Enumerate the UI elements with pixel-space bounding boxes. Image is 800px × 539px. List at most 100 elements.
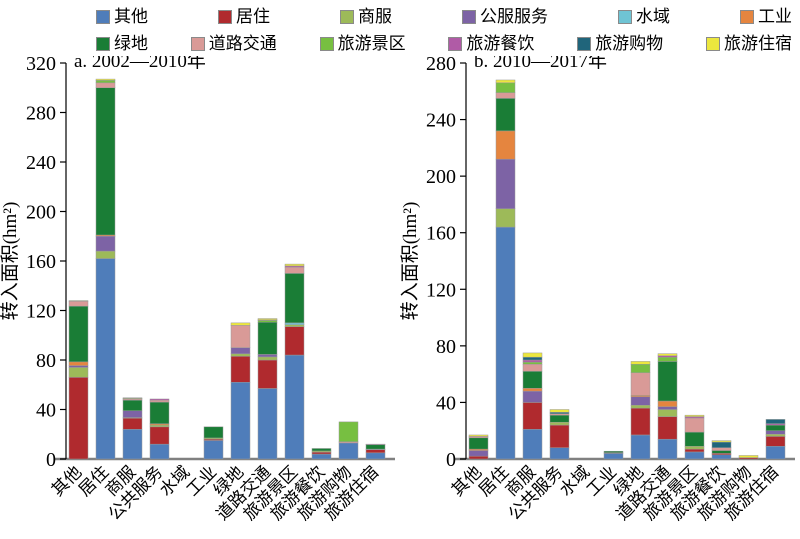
y-tick-label: 40 — [436, 392, 456, 414]
legend-item-旅游景区: 旅游景区 — [319, 34, 406, 53]
bar-segment-绿地-公服服务 — [630, 396, 651, 406]
bar-segment-道路交通-绿地 — [257, 322, 278, 355]
bar-segment-绿地-居住 — [230, 356, 251, 383]
bar-segment-工业-绿地 — [603, 450, 624, 453]
legend-label: 其他 — [114, 7, 148, 26]
panel-title: a. 2002—2010年 — [74, 56, 206, 72]
bar-segment-旅游景区-水域 — [284, 322, 305, 325]
bar-segment-商服-绿地 — [522, 371, 543, 389]
y-tick-label: 80 — [36, 350, 56, 372]
bar-segment-商服-旅游住宿 — [522, 352, 543, 358]
legend-swatch-icon — [705, 36, 720, 51]
bar-segment-其他-工业 — [68, 361, 89, 366]
bar-segment-公共服务-绿地 — [149, 401, 170, 424]
bar-segment-绿地-其他 — [230, 382, 251, 460]
bar-segment-旅游住宿-居住 — [365, 449, 386, 454]
charts-container: 0 40 80 120 160 200 240 280 320 a. 2002—2010年 转入面积… — [0, 50, 800, 534]
y-tick-label: 320 — [26, 56, 56, 75]
bar-segment-公共服务-道路交通 — [149, 399, 170, 403]
bar-segment-旅游住宿-旅游餐饮 — [365, 443, 386, 446]
chart-svg-a: 0 40 80 120 160 200 240 280 320 a. 2002—2010年转入面积… — [0, 50, 395, 524]
legend-item-旅游住宿: 旅游住宿 — [705, 34, 792, 53]
bar-segment-绿地-旅游住宿 — [230, 322, 251, 326]
bar-segment-绿地-旅游住宿 — [630, 361, 651, 365]
legend-swatch-icon — [448, 36, 463, 51]
bar-segment-其他-绿地 — [68, 305, 89, 363]
bar-segment-公共服务-居住 — [149, 426, 170, 445]
bar-segment-道路交通-商服 — [657, 409, 678, 417]
legend-label: 旅游住宿 — [723, 34, 792, 53]
bar-segment-旅游景区-绿地 — [684, 431, 705, 447]
y-tick-label: 80 — [436, 336, 456, 358]
bar-segment-绿地-旅游景区 — [630, 363, 651, 373]
bar-segment-居住-商服 — [95, 250, 116, 259]
legend-swatch-icon — [96, 9, 110, 24]
bar-segment-居住-其他 — [495, 226, 516, 460]
bar-segment-商服-居住 — [522, 402, 543, 430]
legend-item-商服: 商服 — [340, 8, 392, 25]
bar-segment-道路交通-绿地 — [657, 361, 678, 402]
bar-segment-其他-居住 — [468, 455, 489, 460]
legend-label: 旅游景区 — [337, 34, 406, 53]
bar-segment-商服-旅游住宿 — [122, 397, 143, 399]
y-tick-label: 200 — [26, 202, 56, 224]
bar-segment-公共服务-其他 — [149, 443, 170, 460]
legend-row-1: 其他 居住 商服 公服服务 水域 工业 — [96, 3, 792, 30]
bar-segment-公共服务-商服 — [549, 421, 570, 426]
bar-segment-公共服务-旅游住宿 — [549, 409, 570, 413]
bar-segment-居住-道路交通 — [95, 82, 116, 88]
bar-segment-道路交通-其他 — [257, 388, 278, 460]
panel-title: b. 2010—2017年 — [474, 56, 607, 72]
bar-segment-道路交通-旅游住宿 — [257, 318, 278, 321]
bar-segment-旅游餐饮-道路交通 — [711, 447, 732, 451]
bar-segment-道路交通-居住 — [257, 359, 278, 389]
bar-segment-绿地-道路交通 — [630, 372, 651, 396]
bar-segment-旅游购物-旅游景区 — [338, 421, 359, 442]
bar-segment-道路交通-工业 — [657, 400, 678, 407]
bar-segment-旅游住宿-公服服务 — [765, 430, 786, 435]
bar-segment-旅游餐饮-绿地 — [711, 450, 732, 454]
y-tick-label: 40 — [36, 400, 56, 422]
bar-segment-旅游景区-其他 — [284, 354, 305, 460]
bar-segment-商服-居住 — [122, 417, 143, 430]
bar-segment-旅游住宿-其他 — [365, 452, 386, 460]
bar-segment-居住-公服服务 — [95, 236, 116, 252]
y-tick-label: 120 — [426, 279, 456, 301]
bar-segment-其他-居住 — [68, 377, 89, 460]
bar-segment-公共服务-旅游餐饮 — [149, 398, 170, 401]
legend-label: 公服服务 — [480, 7, 548, 26]
legend-item-旅游餐饮: 旅游餐饮 — [448, 35, 534, 52]
bar-segment-绿地-商服 — [630, 405, 651, 409]
bar-segment-商服-公服服务 — [522, 390, 543, 403]
bar-segment-道路交通-旅游景区 — [257, 320, 278, 323]
legend-item-其他: 其他 — [96, 8, 148, 25]
bar-segment-旅游餐饮-居住 — [311, 451, 332, 455]
bar-segment-商服-其他 — [522, 429, 543, 460]
bar-segment-旅游景区-绿地 — [284, 273, 305, 324]
chart-panel-b: 0 40 80 120 160 200 240 280 b. 2010—2017年 转入面积(hm… — [399, 50, 800, 534]
y-tick-label: 240 — [26, 152, 56, 174]
bar-segment-工业-其他 — [603, 453, 624, 460]
bar-segment-旅游景区-道路交通 — [284, 266, 305, 274]
legend-item-水域: 水域 — [618, 8, 670, 25]
bar-segment-居住-公服服务 — [495, 158, 516, 209]
bar-segment-商服-旅游购物 — [522, 356, 543, 361]
bar-segment-道路交通-公服服务 — [657, 406, 678, 410]
y-tick-label: 240 — [426, 110, 456, 132]
bar-segment-道路交通-旅游住宿 — [657, 353, 678, 357]
bar-segment-旅游景区-商服 — [684, 446, 705, 450]
legend-label: 绿地 — [114, 34, 148, 53]
legend-item-公服服务: 公服服务 — [462, 8, 548, 25]
bar-segment-旅游景区-居住 — [684, 448, 705, 453]
legend-swatch-icon — [618, 9, 632, 24]
legend-label: 道路交通 — [208, 34, 277, 53]
bar-segment-公共服务-商服 — [149, 424, 170, 428]
bar-segment-旅游景区-其他 — [684, 451, 705, 460]
bar-segment-商服-其他 — [122, 429, 143, 460]
bar-segment-商服-公服服务 — [122, 410, 143, 418]
bar-segment-居住-旅游景区 — [95, 80, 116, 84]
bar-segment-绿地-商服 — [230, 353, 251, 357]
bar-segment-居住-旅游住宿 — [95, 78, 116, 81]
bar-segment-工业-绿地 — [203, 426, 224, 439]
y-tick-label: 160 — [26, 251, 56, 273]
